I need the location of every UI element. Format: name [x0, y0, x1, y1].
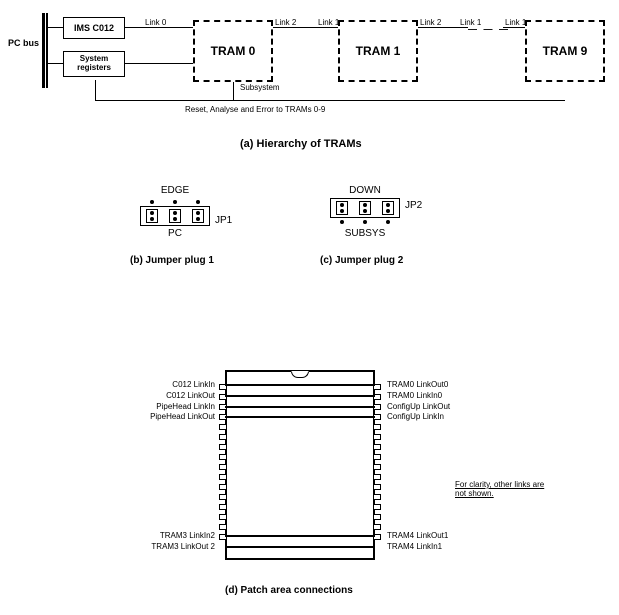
pin-right: [373, 494, 381, 500]
jb-body: [140, 206, 210, 226]
wire: [48, 63, 63, 64]
pin-label-right: TRAM4 LinkOut1: [387, 531, 482, 540]
pcbus-bar2: [46, 13, 48, 88]
section-a: PC bus IMS C012 System registers Link 0 …: [5, 5, 615, 125]
pin-left: [219, 444, 227, 450]
pin-right: [373, 434, 381, 440]
jc-side: JP2: [405, 200, 422, 211]
pcbus-bar: [42, 13, 45, 88]
pin-right: [373, 444, 381, 450]
sys-reg-box: System registers: [63, 51, 125, 77]
pin-right: [373, 484, 381, 490]
wire: [48, 27, 63, 28]
chip: [225, 370, 375, 560]
jb-side: JP1: [215, 215, 232, 226]
tram1-box: TRAM 1: [338, 20, 418, 82]
patch-wire: [225, 546, 375, 548]
wire: [95, 80, 96, 100]
tram9-box: TRAM 9: [525, 20, 605, 82]
patch-wire: [225, 384, 375, 386]
pin-left: [219, 454, 227, 460]
jc-body: [330, 198, 400, 218]
link1-label: Link 1: [460, 18, 481, 27]
pin-right: [373, 424, 381, 430]
pin-label-right: ConfigUp LinkIn: [387, 412, 482, 421]
link1-label: Link 1: [318, 18, 339, 27]
pin-right: [373, 504, 381, 510]
caption-d: (d) Patch area connections: [225, 585, 353, 596]
wire: [125, 27, 193, 28]
patch-wire: [225, 406, 375, 408]
reset-label: Reset, Analyse and Error to TRAMs 0-9: [185, 105, 325, 114]
pin-left: [219, 484, 227, 490]
jb-header: [140, 198, 210, 206]
pin-label-right: TRAM0 LinkOut0: [387, 380, 482, 389]
jumper-c: DOWN SUBSYS: [330, 185, 400, 239]
pin-left: [219, 424, 227, 430]
pcbus-label: PC bus: [8, 38, 39, 48]
pin-left: [219, 494, 227, 500]
pin-label-right: ConfigUp LinkOut: [387, 402, 482, 411]
pin-label-left: TRAM3 LinkIn2: [120, 531, 215, 540]
pin-left: [219, 464, 227, 470]
jc-header: [330, 218, 400, 226]
pin-right: [373, 474, 381, 480]
pin-label-left: PipeHead LinkIn: [120, 402, 215, 411]
caption-a: (a) Hierarchy of TRAMs: [240, 138, 362, 150]
wire: [503, 27, 525, 28]
jb-bottom: PC: [140, 228, 210, 239]
jb-top: EDGE: [140, 185, 210, 196]
link1-label: Link 1: [505, 18, 526, 27]
link2-label: Link 2: [420, 18, 441, 27]
wire: [418, 27, 468, 28]
pin-label-right: TRAM0 LinkIn0: [387, 391, 482, 400]
pin-label-left: PipeHead LinkOut: [120, 412, 215, 421]
link0-label: Link 0: [145, 18, 166, 27]
subsystem-label: Subsystem: [240, 83, 280, 92]
wire: [233, 82, 234, 100]
pin-label-left: TRAM3 LinkOut 2: [120, 542, 215, 551]
pin-right: [373, 514, 381, 520]
pin-label-right: TRAM4 LinkIn1: [387, 542, 482, 551]
pin-right: [373, 454, 381, 460]
ims-c012-box: IMS C012: [63, 17, 125, 39]
caption-c: (c) Jumper plug 2: [320, 255, 403, 266]
chip-notch: [291, 371, 309, 378]
patch-wire: [225, 395, 375, 397]
patch-wire: [225, 535, 375, 537]
pin-label-left: C012 LinkOut: [120, 391, 215, 400]
pin-left: [219, 524, 227, 530]
patch-wire: [225, 416, 375, 418]
link2-label: Link 2: [275, 18, 296, 27]
pin-right: [373, 524, 381, 530]
note: For clarity, other links are not shown.: [455, 480, 555, 498]
wire: [125, 63, 193, 64]
pin-label-left: C012 LinkIn: [120, 380, 215, 389]
pin-left: [219, 474, 227, 480]
jc-bottom: SUBSYS: [330, 228, 400, 239]
jumper-b: EDGE PC: [140, 185, 210, 239]
jc-top: DOWN: [330, 185, 400, 196]
reset-line: [95, 100, 565, 101]
pin-left: [219, 514, 227, 520]
wire: [273, 27, 338, 28]
tram0-box: TRAM 0: [193, 20, 273, 82]
pin-right: [373, 464, 381, 470]
pin-left: [219, 504, 227, 510]
caption-b: (b) Jumper plug 1: [130, 255, 214, 266]
pin-left: [219, 434, 227, 440]
